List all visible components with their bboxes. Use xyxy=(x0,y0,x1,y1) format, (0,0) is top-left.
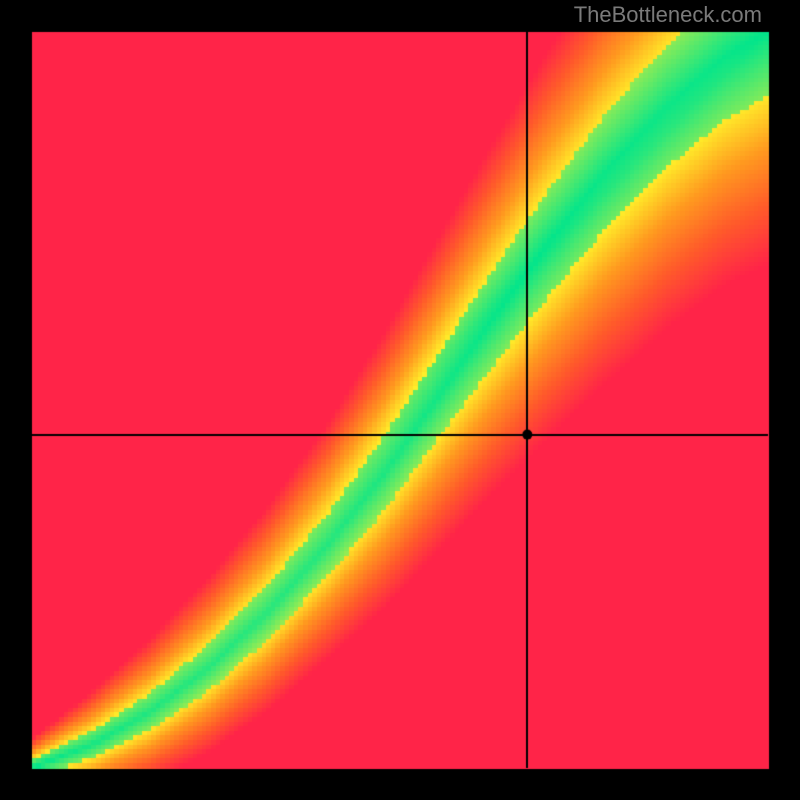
bottleneck-heatmap xyxy=(0,0,800,800)
watermark-text: TheBottleneck.com xyxy=(574,2,762,28)
chart-container: TheBottleneck.com xyxy=(0,0,800,800)
